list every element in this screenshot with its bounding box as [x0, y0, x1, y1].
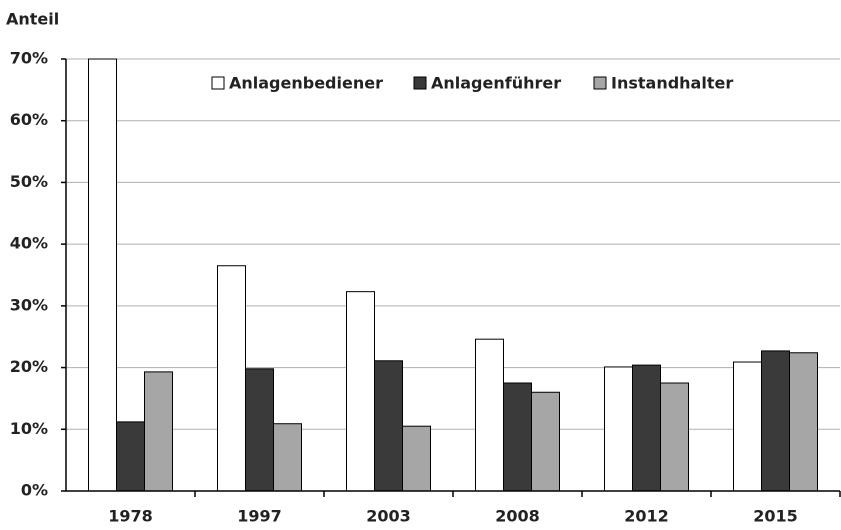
x-tick-label: 2015 [753, 507, 798, 526]
bar [733, 361, 762, 492]
legend-label: Anlagenführer [431, 74, 561, 93]
bar [144, 371, 173, 492]
legend-swatch [211, 76, 225, 90]
bar [402, 425, 431, 492]
bar [604, 366, 633, 492]
legend-swatch [593, 76, 607, 90]
bar [245, 368, 274, 492]
y-tick-label: 10% [10, 419, 48, 438]
bar [374, 360, 403, 492]
bar [346, 291, 375, 492]
x-tick-label: 1978 [108, 507, 153, 526]
legend-swatch [413, 76, 427, 90]
bar [632, 364, 661, 492]
bar [217, 265, 246, 492]
x-tick-label: 2008 [495, 507, 540, 526]
bar [88, 58, 117, 492]
bar [761, 350, 790, 492]
y-tick-label: 0% [21, 481, 48, 500]
y-tick-label: 60% [10, 110, 48, 129]
legend-label: Anlagenbediener [229, 74, 383, 93]
y-axis-label: Anteil [6, 10, 59, 29]
y-tick-label: 50% [10, 172, 48, 191]
bar [273, 423, 302, 492]
bar [789, 352, 818, 492]
bar [660, 382, 689, 492]
bar [531, 391, 560, 492]
y-tick-label: 30% [10, 295, 48, 314]
y-tick-label: 70% [10, 49, 48, 68]
y-tick-label: 40% [10, 234, 48, 253]
bar [503, 382, 532, 492]
legend-label: Instandhalter [611, 74, 733, 93]
bar [116, 421, 145, 492]
x-tick-label: 2012 [624, 507, 669, 526]
y-tick-label: 20% [10, 357, 48, 376]
x-tick-label: 1997 [237, 507, 282, 526]
x-tick-label: 2003 [366, 507, 411, 526]
bar [475, 338, 504, 492]
